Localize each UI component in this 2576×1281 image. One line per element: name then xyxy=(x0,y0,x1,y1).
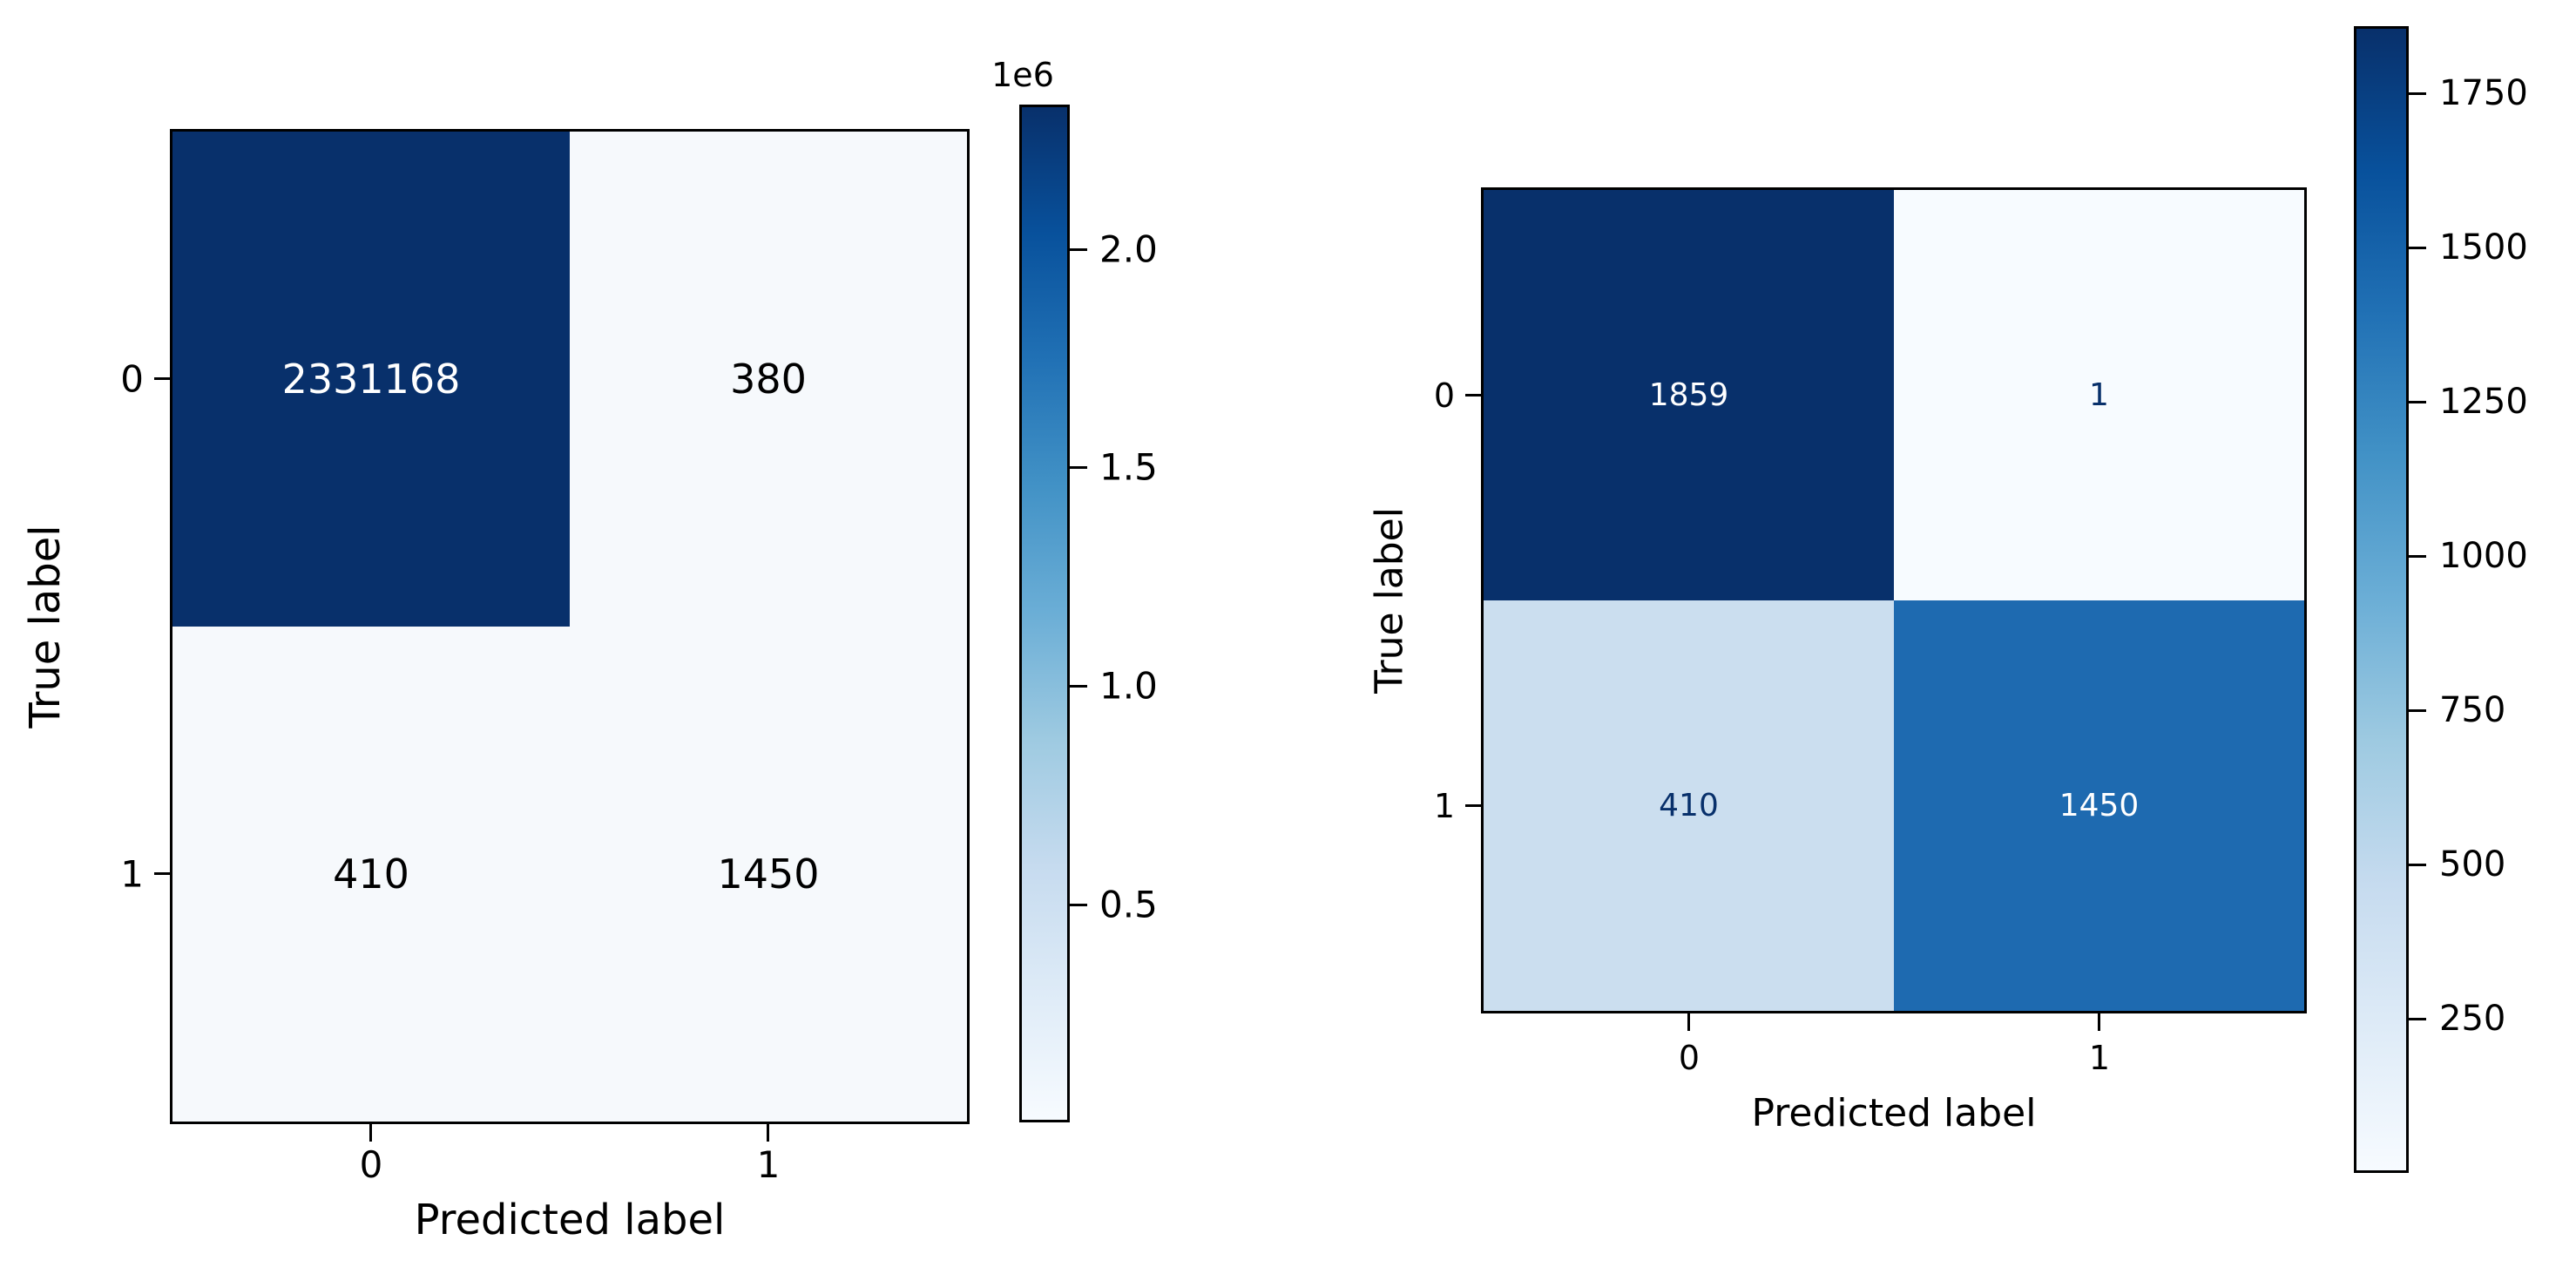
left-y-tick-label-0: 0 xyxy=(120,357,144,401)
right-x-tick-label-1: 1 xyxy=(2088,1039,2111,1077)
right-y-tick-mark-0 xyxy=(1465,394,1481,396)
left-colorbar-tick-label-1: 1.5 xyxy=(1099,445,1158,489)
right-colorbar-tick-label-0: 1750 xyxy=(2439,73,2528,113)
left-colorbar-offset-label: 1e6 xyxy=(991,56,1054,94)
right-cell-r1c1: 1450 xyxy=(1894,600,2304,1011)
right-cell-value-r0c1: 1 xyxy=(2089,377,2109,413)
right-xaxis-label: Predicted label xyxy=(1751,1091,2037,1135)
left-xaxis-label: Predicted label xyxy=(414,1196,726,1244)
right-colorbar-tick-mark-1500 xyxy=(2409,247,2426,249)
right-colorbar-tick-mark-750 xyxy=(2409,709,2426,712)
left-cell-r0c1: 380 xyxy=(570,132,967,627)
right-colorbar-tick-label-3: 1000 xyxy=(2439,536,2528,576)
left-colorbar-tick-mark-0.5 xyxy=(1070,904,1087,906)
left-cell-value-r1c0: 410 xyxy=(333,851,409,898)
right-cell-value-r1c0: 410 xyxy=(1659,788,1719,824)
left-confusion-matrix-plot: 2331168 380 410 1450 xyxy=(170,129,970,1124)
right-x-tick-label-0: 0 xyxy=(1678,1039,1700,1077)
right-y-tick-mark-1 xyxy=(1465,804,1481,807)
right-cell-r0c0: 1859 xyxy=(1484,190,1894,600)
left-yaxis-label: True label xyxy=(21,525,70,729)
right-x-tick-mark-1 xyxy=(2098,1013,2100,1031)
right-colorbar-gradient xyxy=(2354,26,2409,1173)
right-colorbar-tick-label-5: 500 xyxy=(2439,844,2506,884)
left-colorbar-tick-label-0: 2.0 xyxy=(1099,227,1158,271)
left-x-tick-mark-1 xyxy=(767,1124,769,1142)
right-colorbar-tick-label-1: 1500 xyxy=(2439,227,2528,268)
right-confusion-matrix-plot: 1859 1 410 1450 xyxy=(1481,187,2307,1013)
right-colorbar-tick-mark-1750 xyxy=(2409,92,2426,95)
left-colorbar-tick-label-3: 0.5 xyxy=(1099,883,1158,926)
left-cell-r0c0: 2331168 xyxy=(172,132,570,627)
right-heatmap-grid: 1859 1 410 1450 xyxy=(1484,190,2304,1011)
right-y-tick-label-1: 1 xyxy=(1433,787,1455,825)
right-colorbar-tick-label-6: 250 xyxy=(2439,999,2506,1039)
left-heatmap-grid: 2331168 380 410 1450 xyxy=(172,132,967,1122)
left-x-tick-label-1: 1 xyxy=(756,1143,781,1186)
right-cell-value-r0c0: 1859 xyxy=(1648,377,1729,413)
right-colorbar-tick-mark-1250 xyxy=(2409,401,2426,403)
right-cell-r1c0: 410 xyxy=(1484,600,1894,1011)
right-colorbar-tick-mark-250 xyxy=(2409,1018,2426,1020)
right-colorbar-tick-label-4: 750 xyxy=(2439,690,2506,730)
left-cell-r1c0: 410 xyxy=(172,627,570,1122)
left-cell-r1c1: 1450 xyxy=(570,627,967,1122)
right-cell-r0c1: 1 xyxy=(1894,190,2304,600)
left-cell-value-r0c0: 2331168 xyxy=(281,356,461,403)
right-cell-value-r1c1: 1450 xyxy=(2059,788,2140,824)
right-yaxis-label: True label xyxy=(1367,507,1412,694)
left-y-tick-mark-1 xyxy=(154,872,170,875)
left-cell-value-r0c1: 380 xyxy=(730,356,807,403)
right-y-tick-label-0: 0 xyxy=(1433,376,1455,415)
left-colorbar-tick-mark-2.0 xyxy=(1070,248,1087,251)
left-cell-value-r1c1: 1450 xyxy=(717,851,820,898)
right-x-tick-mark-0 xyxy=(1687,1013,1690,1031)
left-colorbar-tick-mark-1.0 xyxy=(1070,685,1087,688)
left-y-tick-label-1: 1 xyxy=(120,852,144,896)
left-colorbar-tick-mark-1.5 xyxy=(1070,466,1087,469)
left-colorbar-gradient xyxy=(1019,105,1070,1122)
right-colorbar-tick-mark-500 xyxy=(2409,864,2426,866)
left-x-tick-mark-0 xyxy=(369,1124,372,1142)
left-colorbar-tick-label-2: 1.0 xyxy=(1099,664,1158,708)
right-colorbar-tick-label-2: 1250 xyxy=(2439,382,2528,422)
left-y-tick-mark-0 xyxy=(154,377,170,380)
right-colorbar-tick-mark-1000 xyxy=(2409,555,2426,558)
left-x-tick-label-0: 0 xyxy=(359,1143,383,1186)
